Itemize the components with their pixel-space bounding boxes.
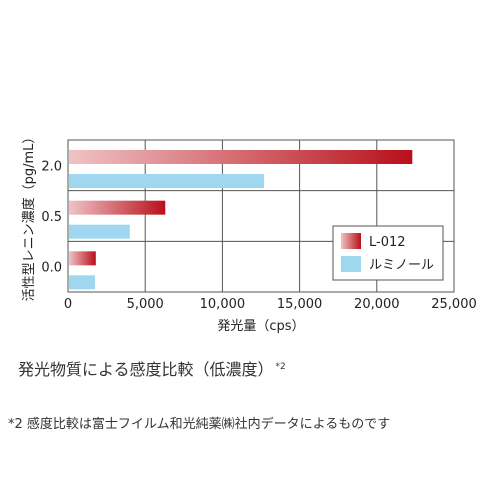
bar-l012-2.0 [69, 150, 413, 164]
bar-luminol-0.5 [69, 224, 130, 239]
y-tick-labels: 2.0 0.5 0.0 [41, 159, 62, 275]
x-tick-label: 25,000 [431, 297, 477, 312]
y-tick-label: 2.0 [41, 159, 62, 174]
legend-swatch-luminol [341, 256, 361, 272]
caption-text: 発光物質による感度比較（低濃度） [18, 360, 274, 379]
bar-luminol-2.0 [69, 174, 265, 188]
footnote: *2 感度比較は富士フイルム和光純薬㈱社内データによるものです [8, 417, 391, 432]
legend-swatch-l012 [341, 233, 361, 249]
chart: 2.0 0.5 0.0 0 5,000 10,000 15,000 20,000 25,000… [21, 131, 477, 334]
chart-caption: 発光物質による感度比較（低濃度） *2 [18, 356, 286, 380]
x-tick-label: 0 [64, 297, 72, 312]
y-tick-label: 0.5 [41, 210, 62, 225]
bar-l012-0.5 [69, 200, 166, 215]
y-axis-label: 活性型レニン濃度（pg/mL） [21, 131, 37, 302]
caption-note-mark: *2 [275, 361, 286, 372]
x-tick-label: 15,000 [277, 297, 323, 312]
legend: L-012 ルミノール [332, 225, 444, 281]
legend-label-l012: L-012 [369, 235, 406, 250]
y-tick-label: 0.0 [41, 261, 62, 276]
bar-luminol-0.0 [69, 275, 96, 290]
legend-label-luminol: ルミノール [369, 258, 434, 273]
x-tick-label: 20,000 [354, 297, 400, 312]
bar-l012-0.0 [69, 251, 96, 266]
bars [69, 150, 413, 290]
x-tick-label: 10,000 [200, 297, 246, 312]
x-tick-label: 5,000 [127, 297, 164, 312]
x-axis-label: 発光量（cps） [217, 319, 304, 334]
x-tick-labels: 0 5,000 10,000 15,000 20,000 25,000 [64, 297, 477, 312]
